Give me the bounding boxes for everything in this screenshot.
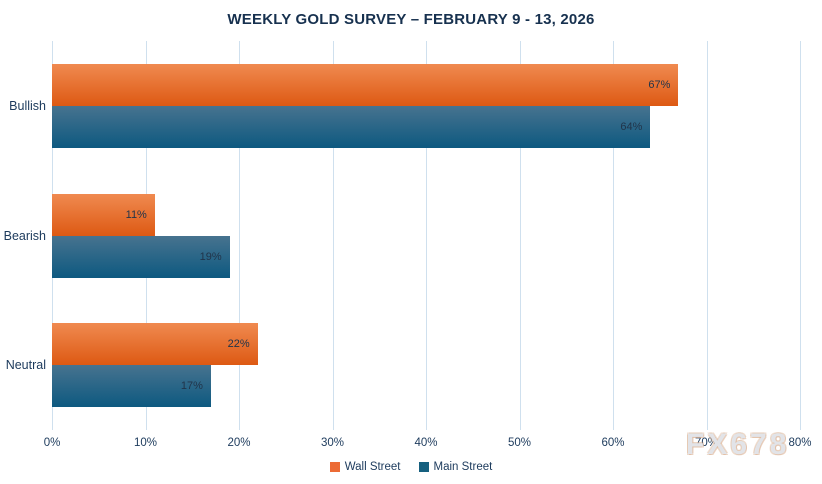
legend-label-main-street: Main Street [433, 461, 493, 473]
legend-item-wall-street: Wall Street [329, 461, 401, 473]
bar-value-label: 64% [620, 120, 643, 133]
gridline [426, 41, 427, 430]
x-axis-tick-label: 0% [43, 437, 61, 449]
gridline [800, 41, 801, 430]
y-category-label-bearish: Bearish [3, 228, 46, 243]
gridline [519, 41, 521, 430]
gridline [239, 41, 240, 430]
x-axis-tick-label: 20% [227, 437, 251, 449]
x-axis-tick-label: 50% [507, 437, 532, 449]
gridline [613, 41, 614, 430]
chart-title: WEEKLY GOLD SURVEY – FEBRUARY 9 - 13, 20… [227, 11, 595, 28]
bar-wall-street-bullish: 67% [52, 63, 679, 106]
y-category-label-bullish: Bullish [9, 98, 46, 113]
bar-main-street-neutral: 17% [52, 365, 211, 408]
legend-swatch-main-street [418, 462, 429, 472]
x-axis-tick-label: 10% [133, 437, 158, 449]
gridline [706, 41, 708, 430]
gridline [332, 41, 334, 430]
x-axis-tick-label: 60% [601, 437, 625, 449]
legend-swatch-wall-street [329, 462, 340, 472]
watermark: FX678 [686, 428, 790, 461]
bar-wall-street-neutral: 22% [52, 323, 258, 366]
y-category-label-neutral: Neutral [5, 358, 46, 373]
bar-value-label: 67% [648, 78, 671, 91]
legend-item-main-street: Main Street [418, 461, 493, 473]
bar-main-street-bearish: 19% [52, 235, 230, 278]
x-axis-tick-label: 80% [788, 437, 812, 449]
bar-value-label: 19% [199, 250, 222, 263]
bar-wall-street-bearish: 11% [52, 193, 155, 236]
legend-label-wall-street: Wall Street [344, 461, 401, 473]
bar-value-label: 22% [227, 338, 250, 351]
bar-value-label: 11% [125, 208, 147, 221]
x-axis-tick-label: 70% [694, 437, 719, 449]
legend: Wall Street Main Street [0, 461, 822, 473]
bar-main-street-bullish: 64% [52, 105, 651, 148]
x-axis-tick-label: 40% [414, 437, 438, 449]
bar-value-label: 17% [180, 380, 203, 393]
x-axis-tick-label: 30% [320, 437, 345, 449]
